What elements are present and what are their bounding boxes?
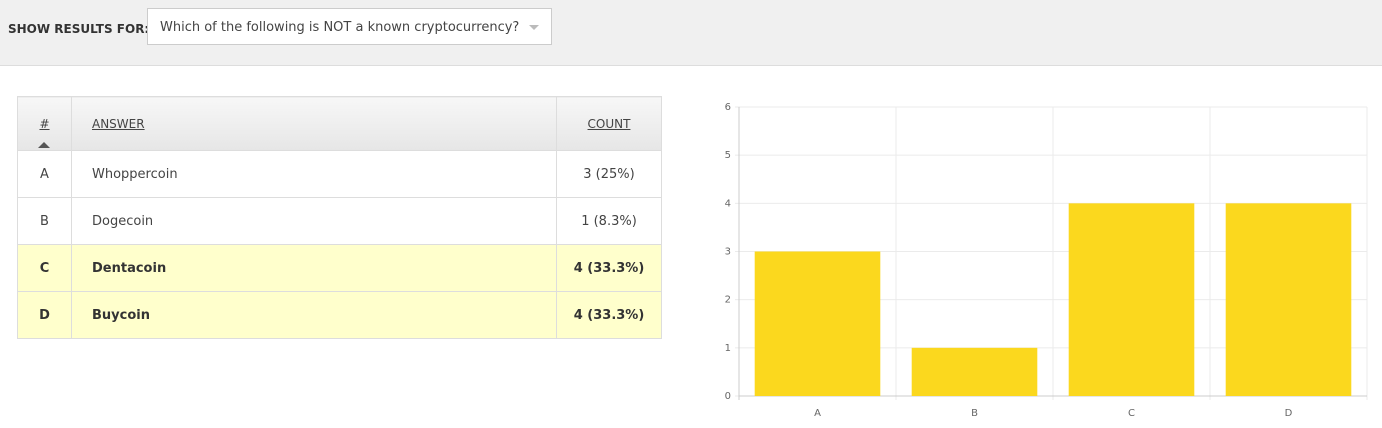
filter-bar: SHOW RESULTS FOR: Which of the following… xyxy=(0,0,1382,66)
y-tick-label: 2 xyxy=(725,295,731,306)
y-tick-label: 1 xyxy=(725,343,731,354)
filter-label: SHOW RESULTS FOR: xyxy=(8,22,150,36)
table-cell: Buycoin xyxy=(71,291,557,339)
y-tick-label: 3 xyxy=(725,247,731,258)
selected-question: Which of the following is NOT a known cr… xyxy=(160,20,520,35)
table-cell: 4 (33.3%) xyxy=(556,291,662,339)
y-tick-label: 6 xyxy=(725,102,731,113)
table-cell: A xyxy=(17,150,72,198)
table-cell: 3 (25%) xyxy=(556,150,662,198)
table-cell: D xyxy=(17,291,72,339)
column-header[interactable]: COUNT xyxy=(556,96,662,151)
header-row: # ANSWER COUNT xyxy=(17,96,662,151)
x-tick-label: B xyxy=(971,408,978,419)
column-header[interactable]: ANSWER xyxy=(71,96,557,151)
results-table: # ANSWER COUNT A Whoppercoin 3 (25%) B Dogecoin… xyxy=(17,96,662,339)
x-tick-label: C xyxy=(1128,408,1135,419)
y-tick-label: 5 xyxy=(725,150,731,161)
sort-arrow xyxy=(38,142,50,148)
table-row: B Dogecoin 1 (8.3%) xyxy=(17,197,662,245)
table-cell: Dentacoin xyxy=(71,244,557,292)
table-cell: B xyxy=(17,197,72,245)
table-cell: 1 (8.3%) xyxy=(556,197,662,245)
table-cell: Dogecoin xyxy=(71,197,557,245)
column-header[interactable]: # xyxy=(17,96,72,151)
table-cell: Whoppercoin xyxy=(71,150,557,198)
bar xyxy=(911,347,1038,396)
x-tick-label: D xyxy=(1285,408,1293,419)
table-cell: C xyxy=(17,244,72,292)
question-select[interactable]: Which of the following is NOT a known cr… xyxy=(147,8,552,45)
table-cell: 4 (33.3%) xyxy=(556,244,662,292)
y-tick-label: 0 xyxy=(725,391,731,402)
table-row: C Dentacoin 4 (33.3%) xyxy=(17,244,662,292)
bar xyxy=(1068,203,1195,396)
bar xyxy=(1225,203,1352,396)
table-row: D Buycoin 4 (33.3%) xyxy=(17,291,662,339)
dropdown-caret xyxy=(529,25,539,30)
x-tick-label: A xyxy=(814,408,821,419)
y-tick-label: 4 xyxy=(725,198,731,209)
table-row: A Whoppercoin 3 (25%) xyxy=(17,150,662,198)
bar xyxy=(754,251,881,396)
